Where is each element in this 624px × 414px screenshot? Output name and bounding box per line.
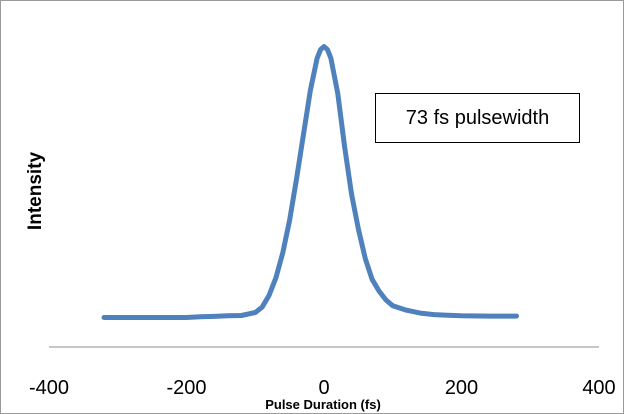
x-tick-label: -200 — [166, 377, 206, 399]
x-tick-label: 200 — [445, 377, 478, 399]
x-axis-title: Pulse Duration (fs) — [265, 397, 381, 412]
x-tick-label: 0 — [318, 377, 329, 399]
pulsewidth-annotation: 73 fs pulsewidth — [375, 93, 580, 143]
y-axis-title: Intensity — [25, 152, 46, 231]
x-tick-labels: -400 -200 0 200 400 — [29, 377, 616, 399]
x-tick-label: 400 — [582, 377, 615, 399]
series-layer — [101, 44, 519, 320]
series-line — [101, 44, 519, 320]
x-tick-label: -400 — [29, 377, 69, 399]
